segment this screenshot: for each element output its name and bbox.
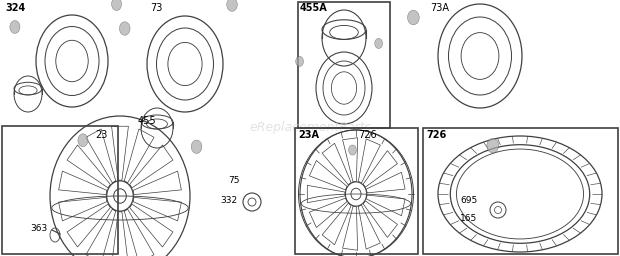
Ellipse shape (78, 134, 88, 147)
Text: 455: 455 (138, 116, 157, 126)
Ellipse shape (120, 22, 130, 35)
Text: 324: 324 (5, 3, 25, 13)
Text: 695: 695 (460, 196, 477, 205)
Ellipse shape (348, 145, 356, 155)
Text: 363: 363 (30, 224, 47, 233)
Text: 332: 332 (220, 196, 237, 205)
Text: 75: 75 (228, 176, 239, 185)
Ellipse shape (296, 56, 304, 66)
Text: 73: 73 (150, 3, 162, 13)
Text: 726: 726 (358, 130, 376, 140)
Bar (295, 128, 418, 254)
Ellipse shape (407, 10, 419, 25)
Text: eReplacementParts: eReplacementParts (249, 122, 371, 134)
Text: 23A: 23A (298, 130, 319, 140)
Ellipse shape (191, 140, 202, 153)
Text: 73A: 73A (430, 3, 449, 13)
Ellipse shape (227, 0, 237, 11)
Bar (298, 2, 390, 128)
Ellipse shape (487, 138, 498, 153)
Bar (2, 126, 118, 254)
Ellipse shape (374, 38, 383, 48)
Text: 455A: 455A (300, 3, 328, 13)
Ellipse shape (10, 20, 20, 34)
Bar (423, 128, 618, 254)
Ellipse shape (112, 0, 122, 10)
Text: 726: 726 (426, 130, 446, 140)
Text: 165: 165 (460, 214, 477, 223)
Text: 23: 23 (95, 130, 107, 140)
